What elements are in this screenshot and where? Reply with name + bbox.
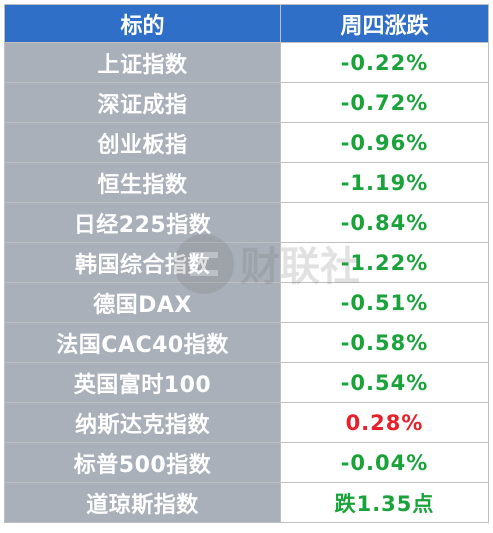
header-thursday-change: 周四涨跌 [280,4,489,43]
table-row: 德国DAX -0.51% [4,282,489,323]
index-name-cell: 英国富时100 [4,362,281,403]
table-row: 标普500指数 -0.04% [4,442,489,483]
change-value-cell: -0.72% [280,82,489,123]
change-value-cell: -0.58% [280,322,489,363]
header-index-name: 标的 [4,4,281,43]
change-value-cell: -0.96% [280,122,489,163]
table-header-row: 标的 周四涨跌 [4,4,489,43]
change-value-cell: 跌1.35点 [280,482,489,523]
change-value-cell: -1.22% [280,242,489,283]
table-body: 上证指数 -0.22% 深证成指 -0.72% 创业板指 -0.96% 恒生指数 -1.19%… [4,42,489,523]
change-value-cell: 0.28% [280,402,489,443]
index-name-cell: 韩国综合指数 [4,242,281,283]
table-row: 道琼斯指数 跌1.35点 [4,482,489,523]
index-name-cell: 深证成指 [4,82,281,123]
change-value-cell: -0.04% [280,442,489,483]
table-row: 深证成指 -0.72% [4,82,489,123]
change-value-cell: -0.84% [280,202,489,243]
index-name-cell: 日经225指数 [4,202,281,243]
change-value-cell: -1.19% [280,162,489,203]
table-row: 日经225指数 -0.84% [4,202,489,243]
table-row: 创业板指 -0.96% [4,122,489,163]
table-row: 上证指数 -0.22% [4,42,489,83]
market-change-table: 标的 周四涨跌 上证指数 -0.22% 深证成指 -0.72% 创业板指 -0.96% 恒生… [4,4,489,523]
change-value-cell: -0.22% [280,42,489,83]
table-row: 法国CAC40指数 -0.58% [4,322,489,363]
index-name-cell: 德国DAX [4,282,281,323]
table-row: 韩国综合指数 -1.22% [4,242,489,283]
table-row: 英国富时100 -0.54% [4,362,489,403]
table-row: 恒生指数 -1.19% [4,162,489,203]
index-name-cell: 上证指数 [4,42,281,83]
index-name-cell: 法国CAC40指数 [4,322,281,363]
change-value-cell: -0.54% [280,362,489,403]
change-value-cell: -0.51% [280,282,489,323]
index-name-cell: 恒生指数 [4,162,281,203]
index-name-cell: 创业板指 [4,122,281,163]
table-row: 纳斯达克指数 0.28% [4,402,489,443]
index-name-cell: 纳斯达克指数 [4,402,281,443]
index-name-cell: 标普500指数 [4,442,281,483]
index-name-cell: 道琼斯指数 [4,482,281,523]
